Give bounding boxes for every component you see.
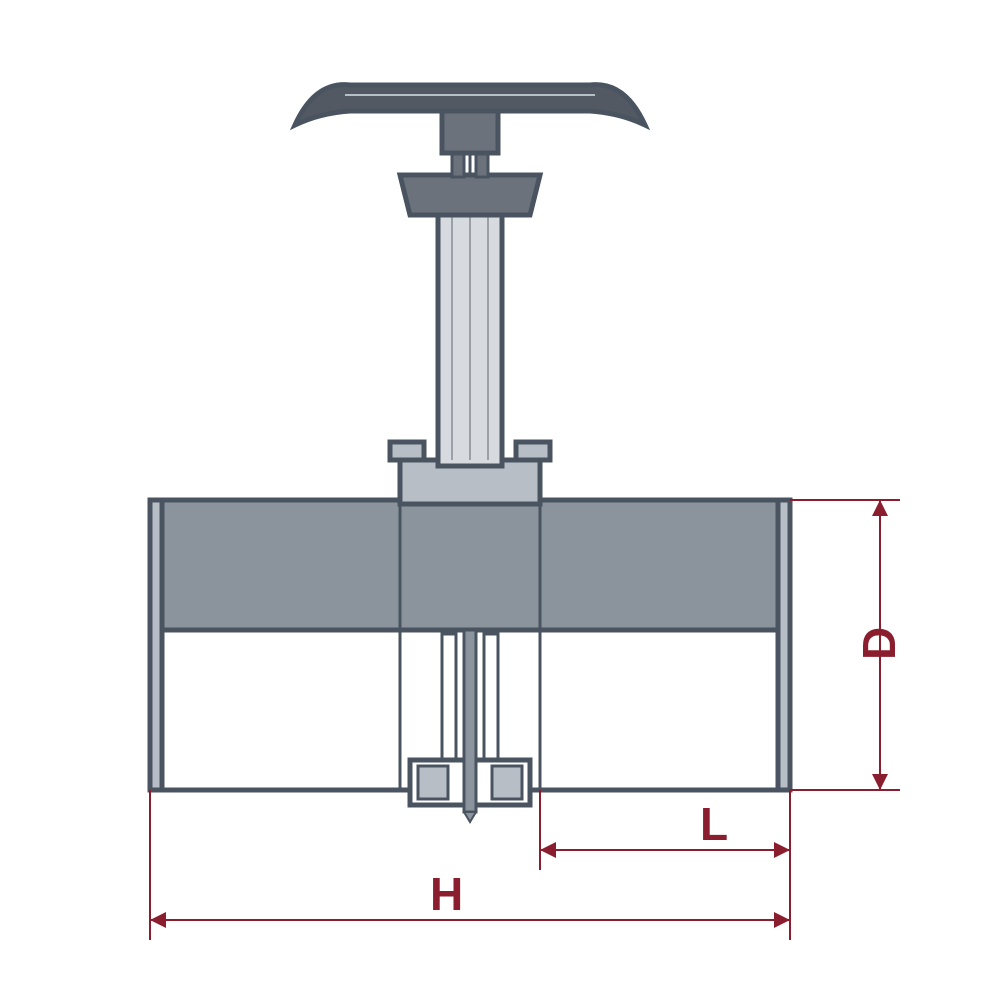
- dim-label-H: H: [430, 868, 463, 920]
- dim-label-D: D: [853, 627, 905, 660]
- pipe-upper: [150, 500, 790, 630]
- gate-blade: [464, 630, 476, 812]
- bonnet: [400, 175, 540, 215]
- dim-label-L: L: [700, 798, 728, 850]
- valve-diagram: H L D: [0, 0, 1000, 1000]
